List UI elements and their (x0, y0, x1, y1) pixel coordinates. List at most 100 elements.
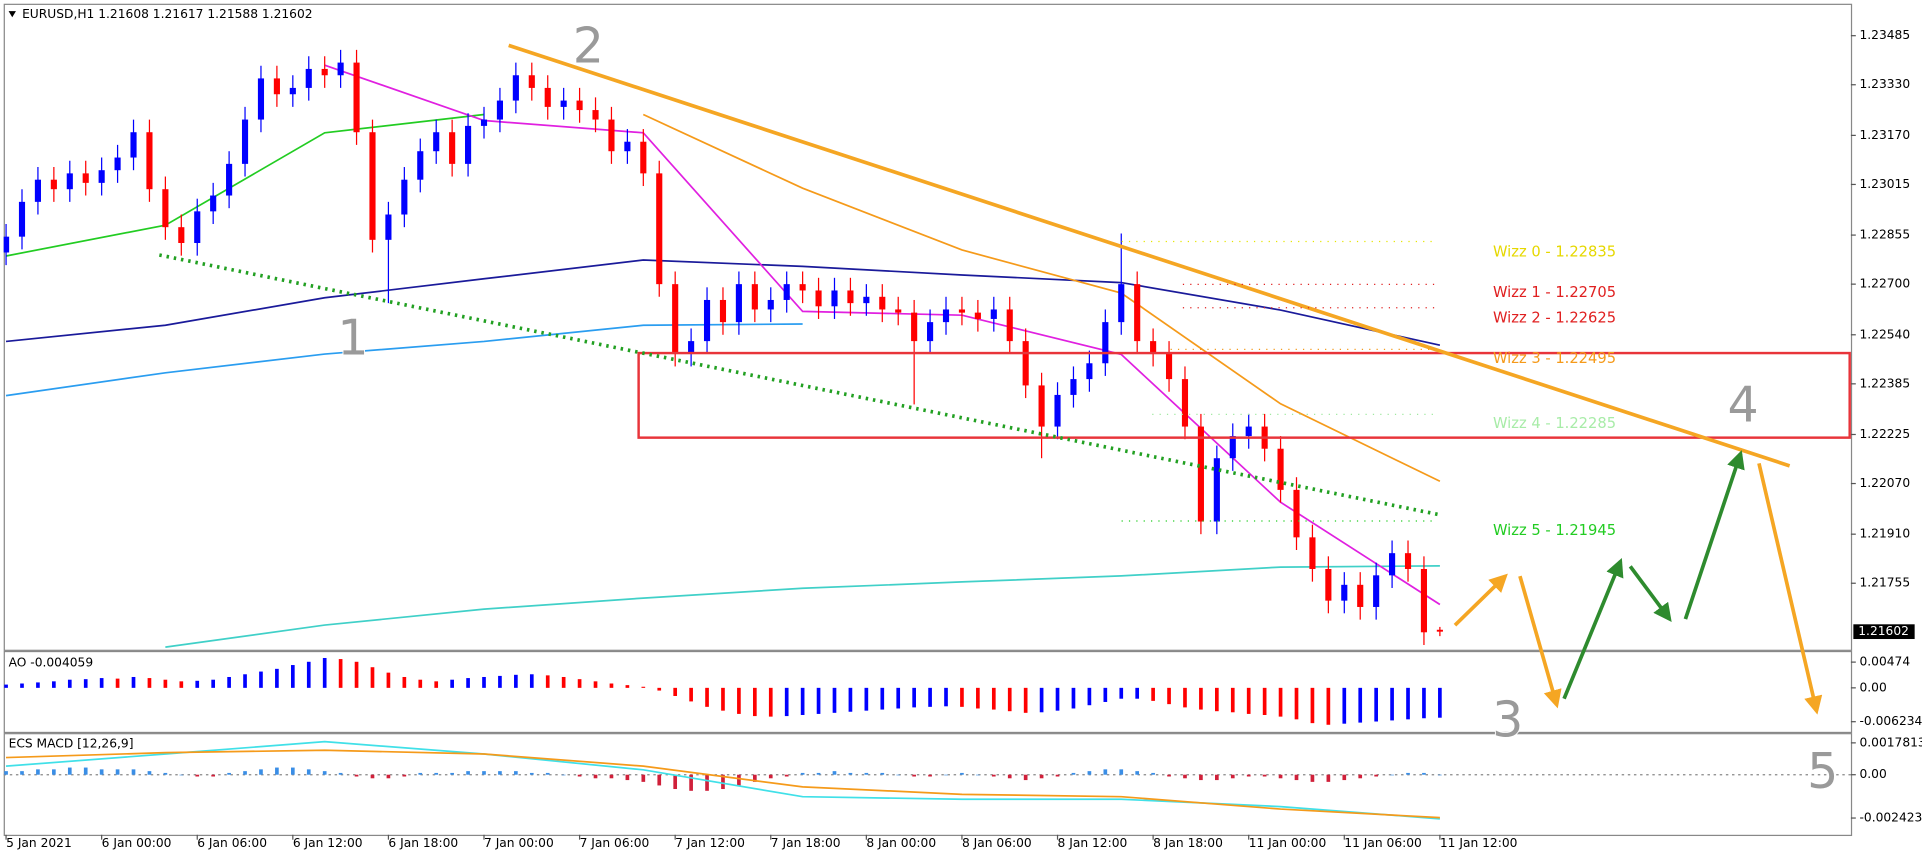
histogram-bar (370, 774, 375, 779)
histogram-bar (115, 678, 120, 688)
histogram-bar (752, 774, 757, 782)
histogram-bar (131, 676, 136, 688)
histogram-bar (147, 678, 152, 688)
candle-body (1357, 584, 1364, 607)
candle-body (289, 87, 296, 95)
candle-body (512, 75, 519, 101)
zone-box (637, 351, 1851, 439)
histogram-bar (195, 680, 200, 688)
histogram-bar (944, 774, 948, 776)
candle-body (1229, 436, 1236, 459)
histogram-bar (466, 678, 470, 688)
y-tick-label: 1.22385 (1859, 376, 1910, 390)
y-tick-label: 1.23170 (1859, 128, 1910, 142)
x-tick-label: 8 Jan 00:00 (866, 836, 936, 850)
candle-body (958, 309, 966, 313)
x-tick-label: 11 Jan 06:00 (1344, 836, 1422, 850)
axes: 1.23485 1.23330 1.23170 1.23015 1.22855 1.227… (5, 28, 1922, 850)
candle-body (114, 157, 121, 171)
histogram-bar (1119, 687, 1124, 699)
histogram-bar (450, 772, 454, 775)
histogram-bar (354, 661, 359, 688)
histogram-bar (290, 767, 295, 775)
y-tick-label: 0.00 (1859, 767, 1886, 781)
histogram-bar (1390, 774, 1394, 776)
histogram-bar (1422, 687, 1426, 719)
candle-body (401, 179, 408, 215)
candle-body (1070, 379, 1077, 395)
candle-body (1054, 394, 1061, 427)
histogram-bar (1199, 687, 1203, 710)
histogram-bar (944, 687, 948, 707)
histogram-bar (816, 687, 821, 714)
y-tick-label: 1.21755 (1859, 576, 1910, 590)
candle-body (1150, 341, 1157, 354)
x-tick-label: 6 Jan 00:00 (102, 836, 172, 850)
histogram-bar (1103, 687, 1108, 702)
histogram-bar (1294, 687, 1299, 720)
histogram-bar (1342, 774, 1347, 781)
histogram-bar (434, 772, 439, 775)
histogram-bar (322, 657, 327, 688)
candle-body (465, 125, 472, 164)
candle-body (1086, 363, 1093, 380)
x-tick-label: 8 Jan 12:00 (1058, 836, 1128, 850)
candle-body (1134, 284, 1141, 342)
x-tick-label: 6 Jan 06:00 (197, 836, 267, 850)
histogram-bar (625, 774, 630, 781)
main-plot (3, 49, 1443, 648)
histogram-bar (1039, 687, 1044, 713)
histogram-bar (784, 687, 789, 717)
x-tick-label: 7 Jan 12:00 (675, 836, 745, 850)
sub-plots (3, 657, 1851, 820)
candle-body (496, 100, 504, 120)
histogram-bar (466, 771, 470, 775)
histogram-bar (991, 774, 996, 777)
histogram-bar (1262, 774, 1267, 777)
candle-body (799, 284, 806, 291)
histogram-bar (848, 687, 853, 712)
histogram-bar (386, 672, 391, 688)
histogram-bar (1087, 687, 1092, 706)
candle-body (3, 236, 10, 253)
candle-body (98, 170, 105, 183)
candle-body (50, 179, 57, 190)
x-tick-label: 7 Jan 06:00 (580, 836, 650, 850)
histogram-bar (577, 679, 582, 688)
x-tick-label: 11 Jan 00:00 (1249, 836, 1327, 850)
histogram-bar (115, 769, 120, 775)
histogram-bar (83, 767, 88, 775)
candle-body (703, 299, 711, 342)
candle-body (608, 119, 615, 152)
candle-body (688, 341, 695, 354)
histogram-bar (1278, 774, 1283, 779)
histogram-bar (67, 679, 72, 688)
x-tick-label: 6 Jan 18:00 (388, 836, 458, 850)
y-tick-label: -0.006234 (1859, 714, 1922, 728)
histogram-bar (1215, 687, 1219, 712)
wizz-levels (1121, 240, 1435, 522)
histogram-bar (163, 679, 168, 688)
candle-body (1277, 448, 1284, 490)
histogram-bar (1358, 774, 1363, 779)
histogram-bar (705, 687, 709, 707)
histogram-bar (896, 774, 901, 776)
histogram-bar (434, 681, 439, 688)
candle-body (369, 132, 376, 240)
histogram-bar (529, 772, 534, 775)
candle-body (305, 68, 312, 88)
histogram-bar (1374, 774, 1378, 777)
candle-body (178, 227, 185, 243)
wizz-label: Wizz 2 - 1.22625 (1493, 310, 1616, 327)
histogram-bar (1310, 687, 1315, 724)
candle-body (974, 312, 981, 319)
histogram-bar (976, 687, 980, 709)
y-tick-label: 1.23330 (1859, 77, 1910, 91)
candle-body (560, 100, 567, 107)
histogram-bar (1374, 687, 1378, 722)
candle-body (1118, 284, 1125, 323)
histogram-bar (752, 687, 757, 717)
histogram-bar (163, 772, 168, 775)
histogram-bar (593, 774, 598, 779)
